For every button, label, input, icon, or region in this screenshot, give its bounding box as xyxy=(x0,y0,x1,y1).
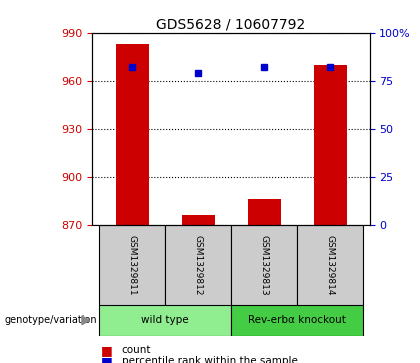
Text: ■: ■ xyxy=(101,344,113,357)
Bar xyxy=(231,305,363,336)
Text: wild type: wild type xyxy=(141,315,189,325)
Bar xyxy=(116,44,149,225)
Bar xyxy=(313,65,346,225)
Text: count: count xyxy=(122,345,151,355)
Text: genotype/variation: genotype/variation xyxy=(4,315,97,325)
Text: percentile rank within the sample: percentile rank within the sample xyxy=(122,356,298,363)
Text: ■: ■ xyxy=(101,355,113,363)
Bar xyxy=(99,305,231,336)
Text: GSM1329814: GSM1329814 xyxy=(326,235,334,295)
Title: GDS5628 / 10607792: GDS5628 / 10607792 xyxy=(156,17,306,32)
Polygon shape xyxy=(82,316,89,325)
Bar xyxy=(165,225,231,305)
Bar xyxy=(181,215,215,225)
Text: Rev-erbα knockout: Rev-erbα knockout xyxy=(248,315,346,325)
Bar xyxy=(99,225,165,305)
Bar xyxy=(297,225,363,305)
Bar xyxy=(231,225,297,305)
Text: GSM1329811: GSM1329811 xyxy=(128,234,136,295)
Bar xyxy=(247,199,281,225)
Text: GSM1329812: GSM1329812 xyxy=(194,235,202,295)
Text: GSM1329813: GSM1329813 xyxy=(260,234,268,295)
